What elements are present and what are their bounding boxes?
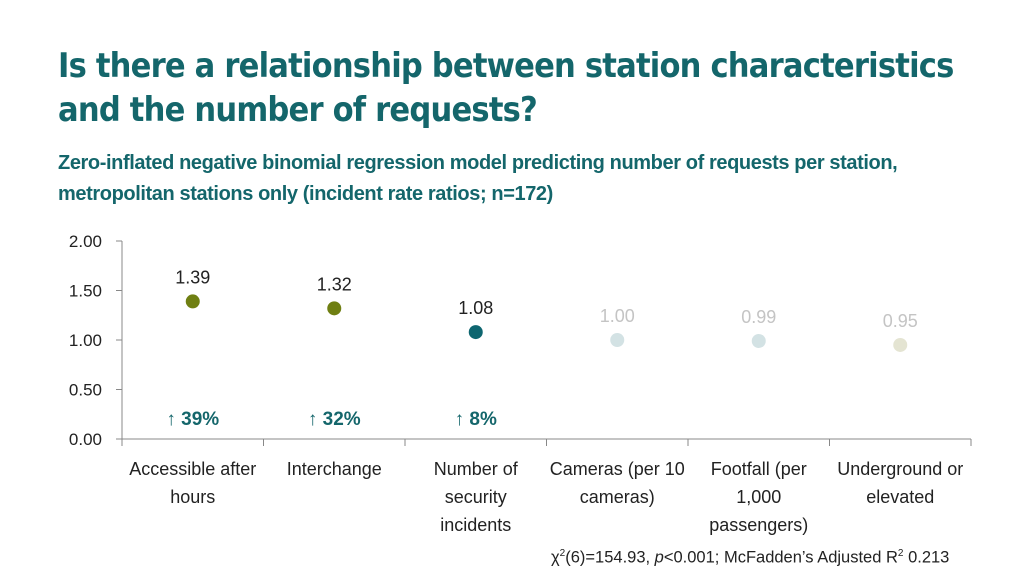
data-point [893, 337, 908, 352]
data-label: 1.00 [600, 306, 635, 326]
data-label: 1.39 [175, 267, 210, 287]
data-label: 1.08 [458, 298, 493, 318]
data-point [610, 333, 625, 347]
data-point [751, 333, 766, 348]
x-category-label: Number of security incidents [433, 459, 518, 535]
data-label: 1.32 [317, 274, 352, 294]
data-label: 0.95 [883, 311, 918, 331]
x-category-label: Accessible after hours [129, 459, 257, 507]
x-category-label: Cameras (per 10 cameras) [549, 459, 685, 507]
data-point [327, 301, 342, 316]
x-category-label: Underground or elevated [837, 459, 964, 507]
model-statistics-footnote: χ2(6)=154.93, p<0.001; McFadden’s Adjust… [551, 548, 950, 567]
y-tick-label: 0.00 [69, 430, 102, 449]
chart-subtitle: Zero-inflated negative binomial regressi… [58, 152, 898, 205]
y-tick-label: 2.00 [69, 232, 102, 251]
y-tick-label: 0.50 [69, 381, 102, 400]
percent-change-annotation: ↑ 39% [166, 409, 219, 430]
percent-change-annotation: ↑ 8% [455, 409, 497, 430]
data-point [185, 294, 200, 309]
page-title: Is there a relationship between station … [58, 46, 954, 130]
x-category-label: Interchange [286, 459, 382, 479]
percent-change-annotation: ↑ 32% [308, 409, 361, 430]
y-tick-label: 1.50 [69, 282, 102, 301]
y-tick-label: 1.00 [69, 331, 102, 350]
x-category-label: Footfall (per 1,000 passengers) [709, 459, 809, 535]
data-point [468, 325, 483, 340]
data-label: 0.99 [741, 307, 776, 327]
